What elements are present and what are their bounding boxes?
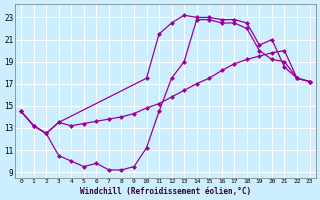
X-axis label: Windchill (Refroidissement éolien,°C): Windchill (Refroidissement éolien,°C): [80, 187, 251, 196]
